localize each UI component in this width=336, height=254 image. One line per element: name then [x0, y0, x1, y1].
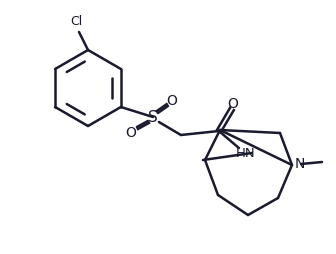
Text: Cl: Cl	[70, 15, 82, 28]
Text: O: O	[227, 97, 238, 111]
Text: O: O	[166, 94, 177, 108]
Text: N: N	[295, 157, 305, 171]
Text: HN: HN	[236, 147, 256, 160]
Text: O: O	[125, 126, 136, 140]
Text: S: S	[148, 109, 158, 124]
